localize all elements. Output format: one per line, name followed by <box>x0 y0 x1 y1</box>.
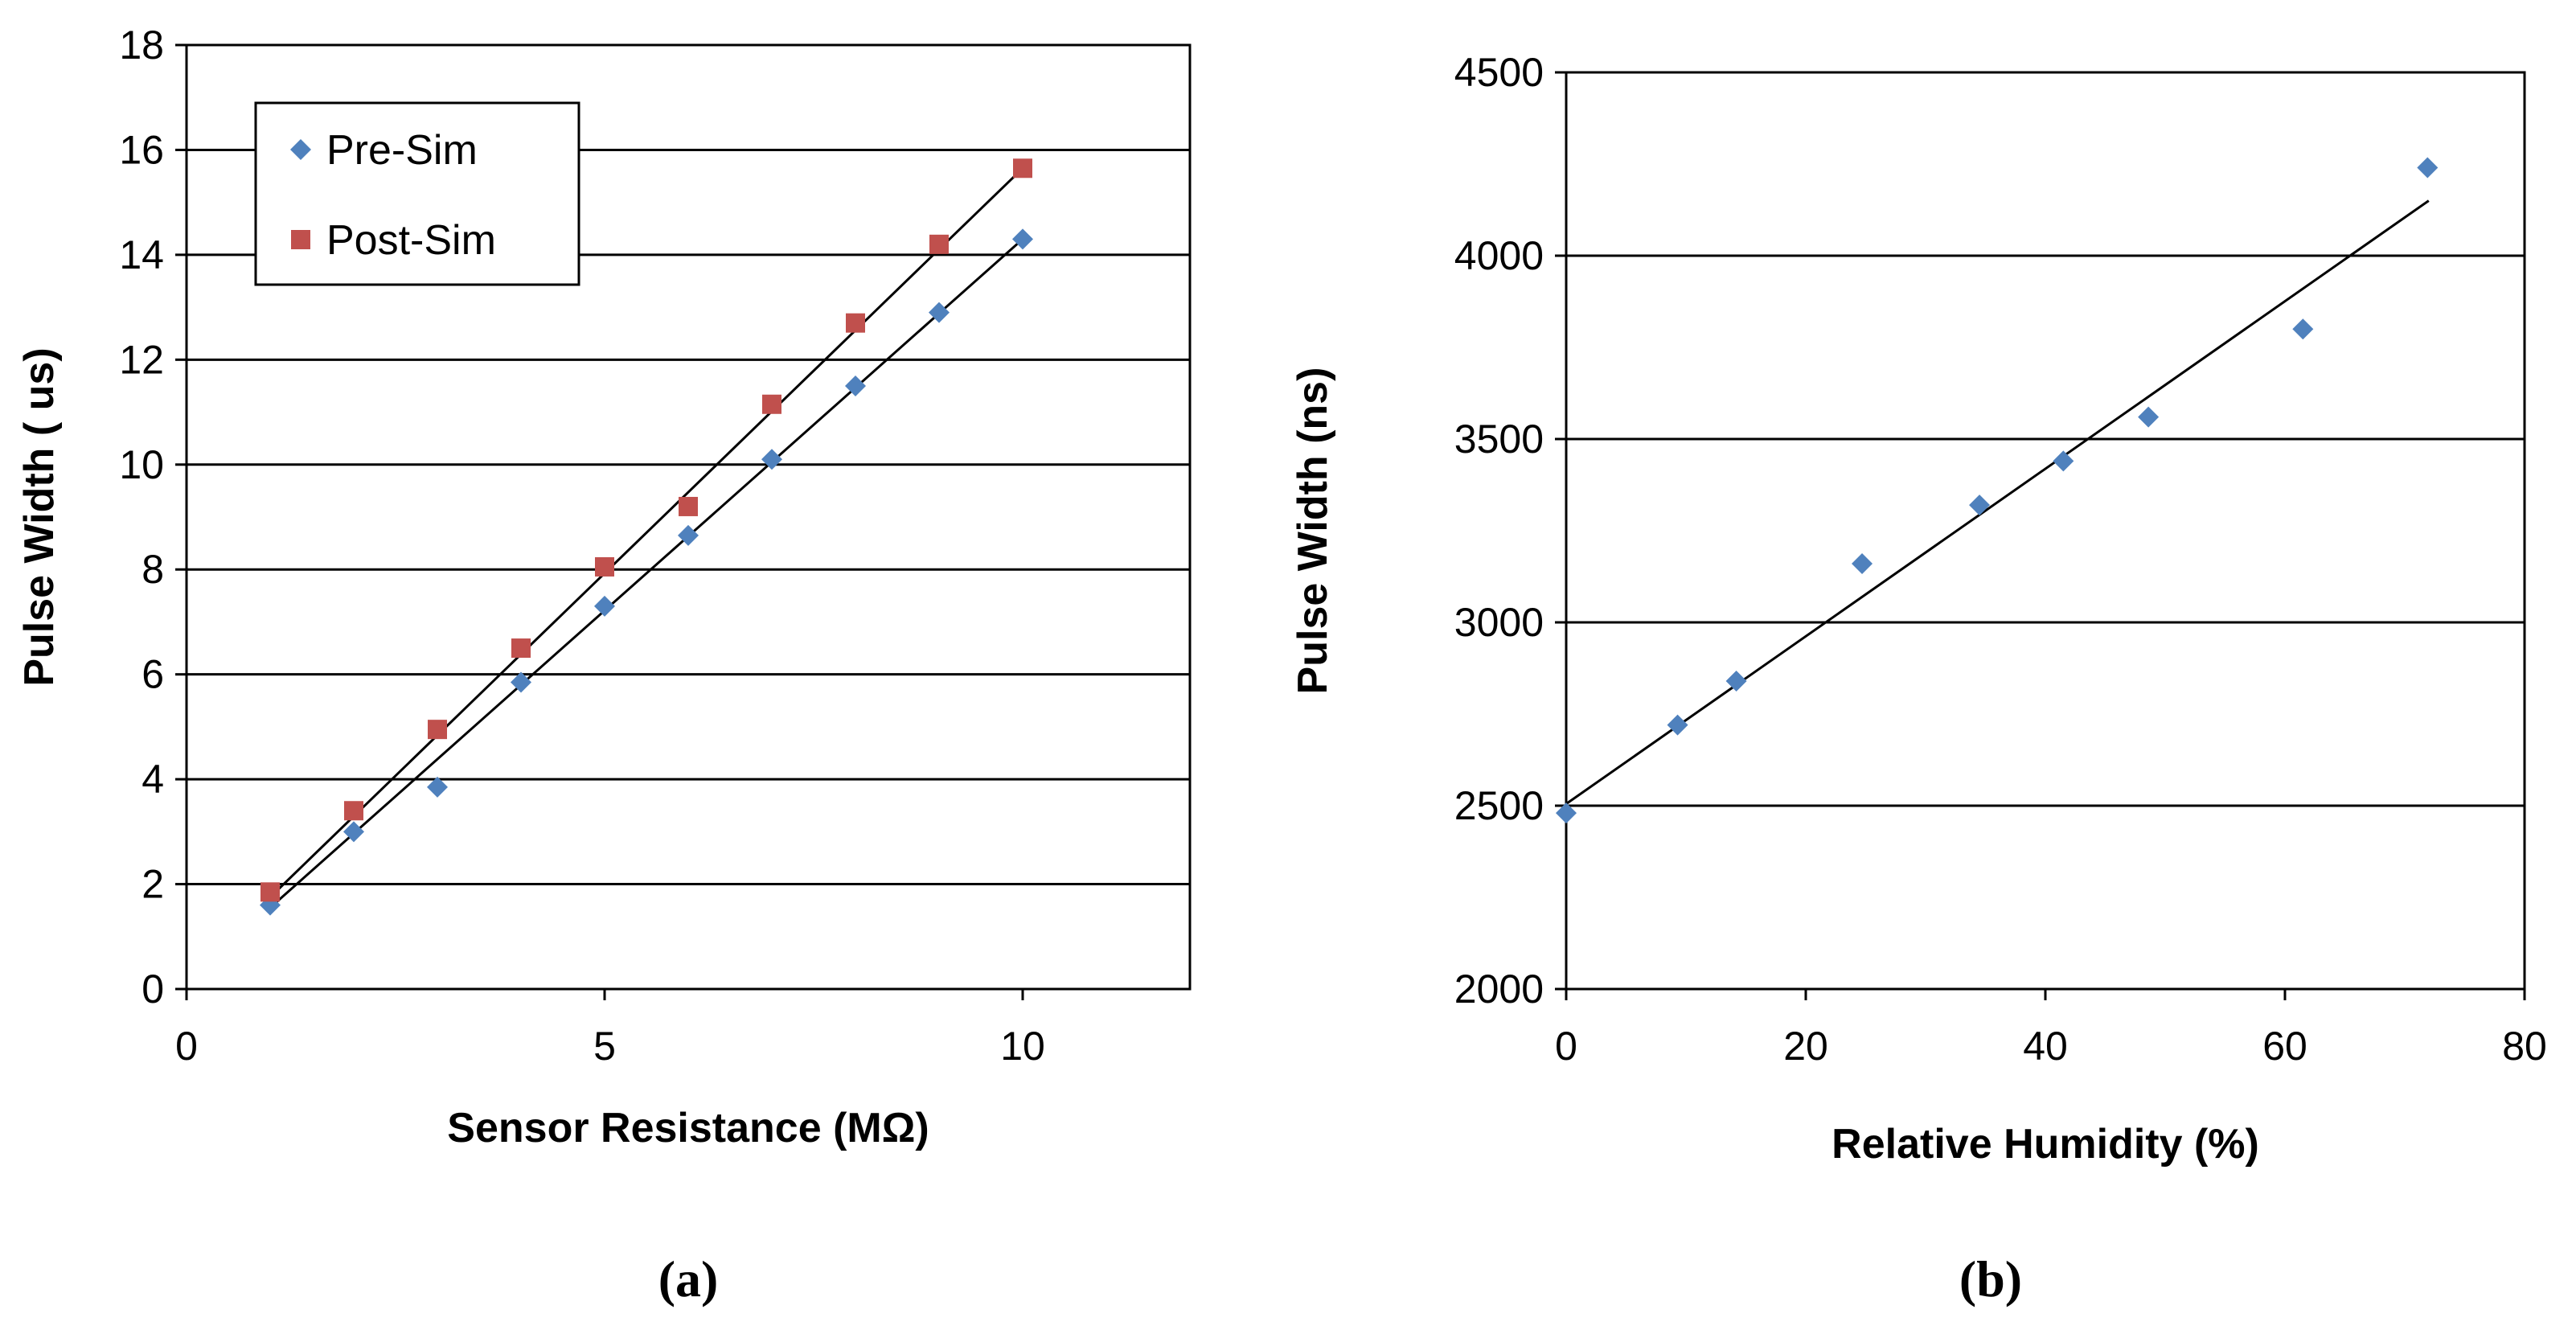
legend-box <box>254 101 580 286</box>
panel-label: (a) <box>658 1250 719 1307</box>
data-point-post-sim-4 <box>595 556 614 577</box>
data-point-post-sim-8 <box>929 234 949 254</box>
y-tick-label-14: 14 <box>119 232 164 277</box>
y-tick-label-8: 8 <box>142 547 164 592</box>
y-tick-label-12: 12 <box>119 337 164 382</box>
y-tick-label-2000: 2000 <box>1454 967 1544 1012</box>
data-point-pre-sim-4 <box>594 595 615 617</box>
data-point-post-sim-0 <box>260 882 280 902</box>
y-axis-title: Pulse Width (ns) <box>1290 367 1336 695</box>
data-point-post-sim-5 <box>679 496 698 516</box>
legend-label-post-sim: Post-Sim <box>326 217 496 264</box>
y-tick-label-10: 10 <box>119 442 164 487</box>
x-axis-title: Sensor Resistance (MΩ) <box>447 1105 929 1151</box>
y-axis-title: Pulse Width ( us) <box>16 347 63 686</box>
data-point-post-sim-3 <box>511 638 531 659</box>
data-point-pre-sim-7 <box>845 375 866 396</box>
data-point-post-sim-9 <box>1013 158 1032 179</box>
legend-label-pre-sim: Pre-Sim <box>326 127 478 174</box>
legend-marker-pre-sim <box>290 139 311 160</box>
x-tick-label-20: 20 <box>1783 1024 1828 1069</box>
chart-panel-b: 2000 2500 3000 3500 4000 4500 0 20 40 60 80 Relativ… <box>1290 50 2547 1307</box>
data-point-pulse-width-5 <box>2053 450 2074 472</box>
data-point-pulse-width-6 <box>2138 406 2160 428</box>
y-tick-label-18: 18 <box>119 23 164 68</box>
data-point-pulse-width-1 <box>1667 714 1688 736</box>
data-point-pre-sim-1 <box>343 821 364 843</box>
data-point-pulse-width-3 <box>1852 553 1873 575</box>
data-point-pulse-width-8 <box>2417 157 2439 179</box>
x-tick-label-5: 5 <box>593 1024 616 1069</box>
x-tick-label-0: 0 <box>175 1024 198 1069</box>
y-tick-label-6: 6 <box>142 652 164 697</box>
x-tick-label-10: 10 <box>1000 1024 1045 1069</box>
x-tick-label-80: 80 <box>2502 1024 2547 1069</box>
x-tick-label-60: 60 <box>2262 1024 2307 1069</box>
data-point-pre-sim-3 <box>511 671 531 693</box>
y-tick-label-2: 2 <box>142 862 164 907</box>
data-point-pre-sim-6 <box>761 449 782 470</box>
y-tick-label-4: 4 <box>142 757 164 802</box>
data-point-pre-sim-5 <box>678 524 699 546</box>
y-tick-label-3500: 3500 <box>1454 417 1544 462</box>
trendline-pre-sim <box>269 238 1023 909</box>
data-point-pre-sim-9 <box>1012 228 1033 250</box>
legend: Pre-Sim Post-Sim <box>254 101 580 286</box>
trendline-post-sim <box>269 167 1024 898</box>
data-point-pre-sim-2 <box>427 776 448 798</box>
y-tick-label-3000: 3000 <box>1454 600 1544 645</box>
data-point-pulse-width-7 <box>2292 318 2314 340</box>
data-point-post-sim-6 <box>762 394 781 414</box>
plot-area-border <box>185 43 1192 991</box>
legend-marker-post-sim <box>291 230 310 249</box>
chart-panel-a: 0 2 4 6 8 10 12 14 16 18 0 5 10 Sensor Resistance (MΩ… <box>16 23 1192 1307</box>
data-point-post-sim-1 <box>344 801 363 821</box>
data-point-post-sim-2 <box>428 720 447 740</box>
y-tick-label-0: 0 <box>142 967 164 1012</box>
trendline-pulse-width <box>1565 199 2430 805</box>
x-tick-label-0: 0 <box>1555 1024 1577 1069</box>
data-point-pulse-width-2 <box>1725 670 1747 692</box>
y-tick-label-4500: 4500 <box>1454 50 1544 95</box>
y-tick-label-4000: 4000 <box>1454 233 1544 278</box>
y-tick-label-2500: 2500 <box>1454 783 1544 828</box>
data-point-post-sim-7 <box>846 313 865 333</box>
data-point-pre-sim-8 <box>929 302 950 323</box>
x-tick-label-40: 40 <box>2023 1024 2068 1069</box>
data-point-pulse-width-0 <box>1556 802 1577 824</box>
data-point-pulse-width-4 <box>1969 495 1991 516</box>
x-axis-title: Relative Humidity (%) <box>1832 1121 2259 1168</box>
y-tick-label-16: 16 <box>119 127 164 172</box>
panel-label: (b) <box>1959 1250 2022 1307</box>
